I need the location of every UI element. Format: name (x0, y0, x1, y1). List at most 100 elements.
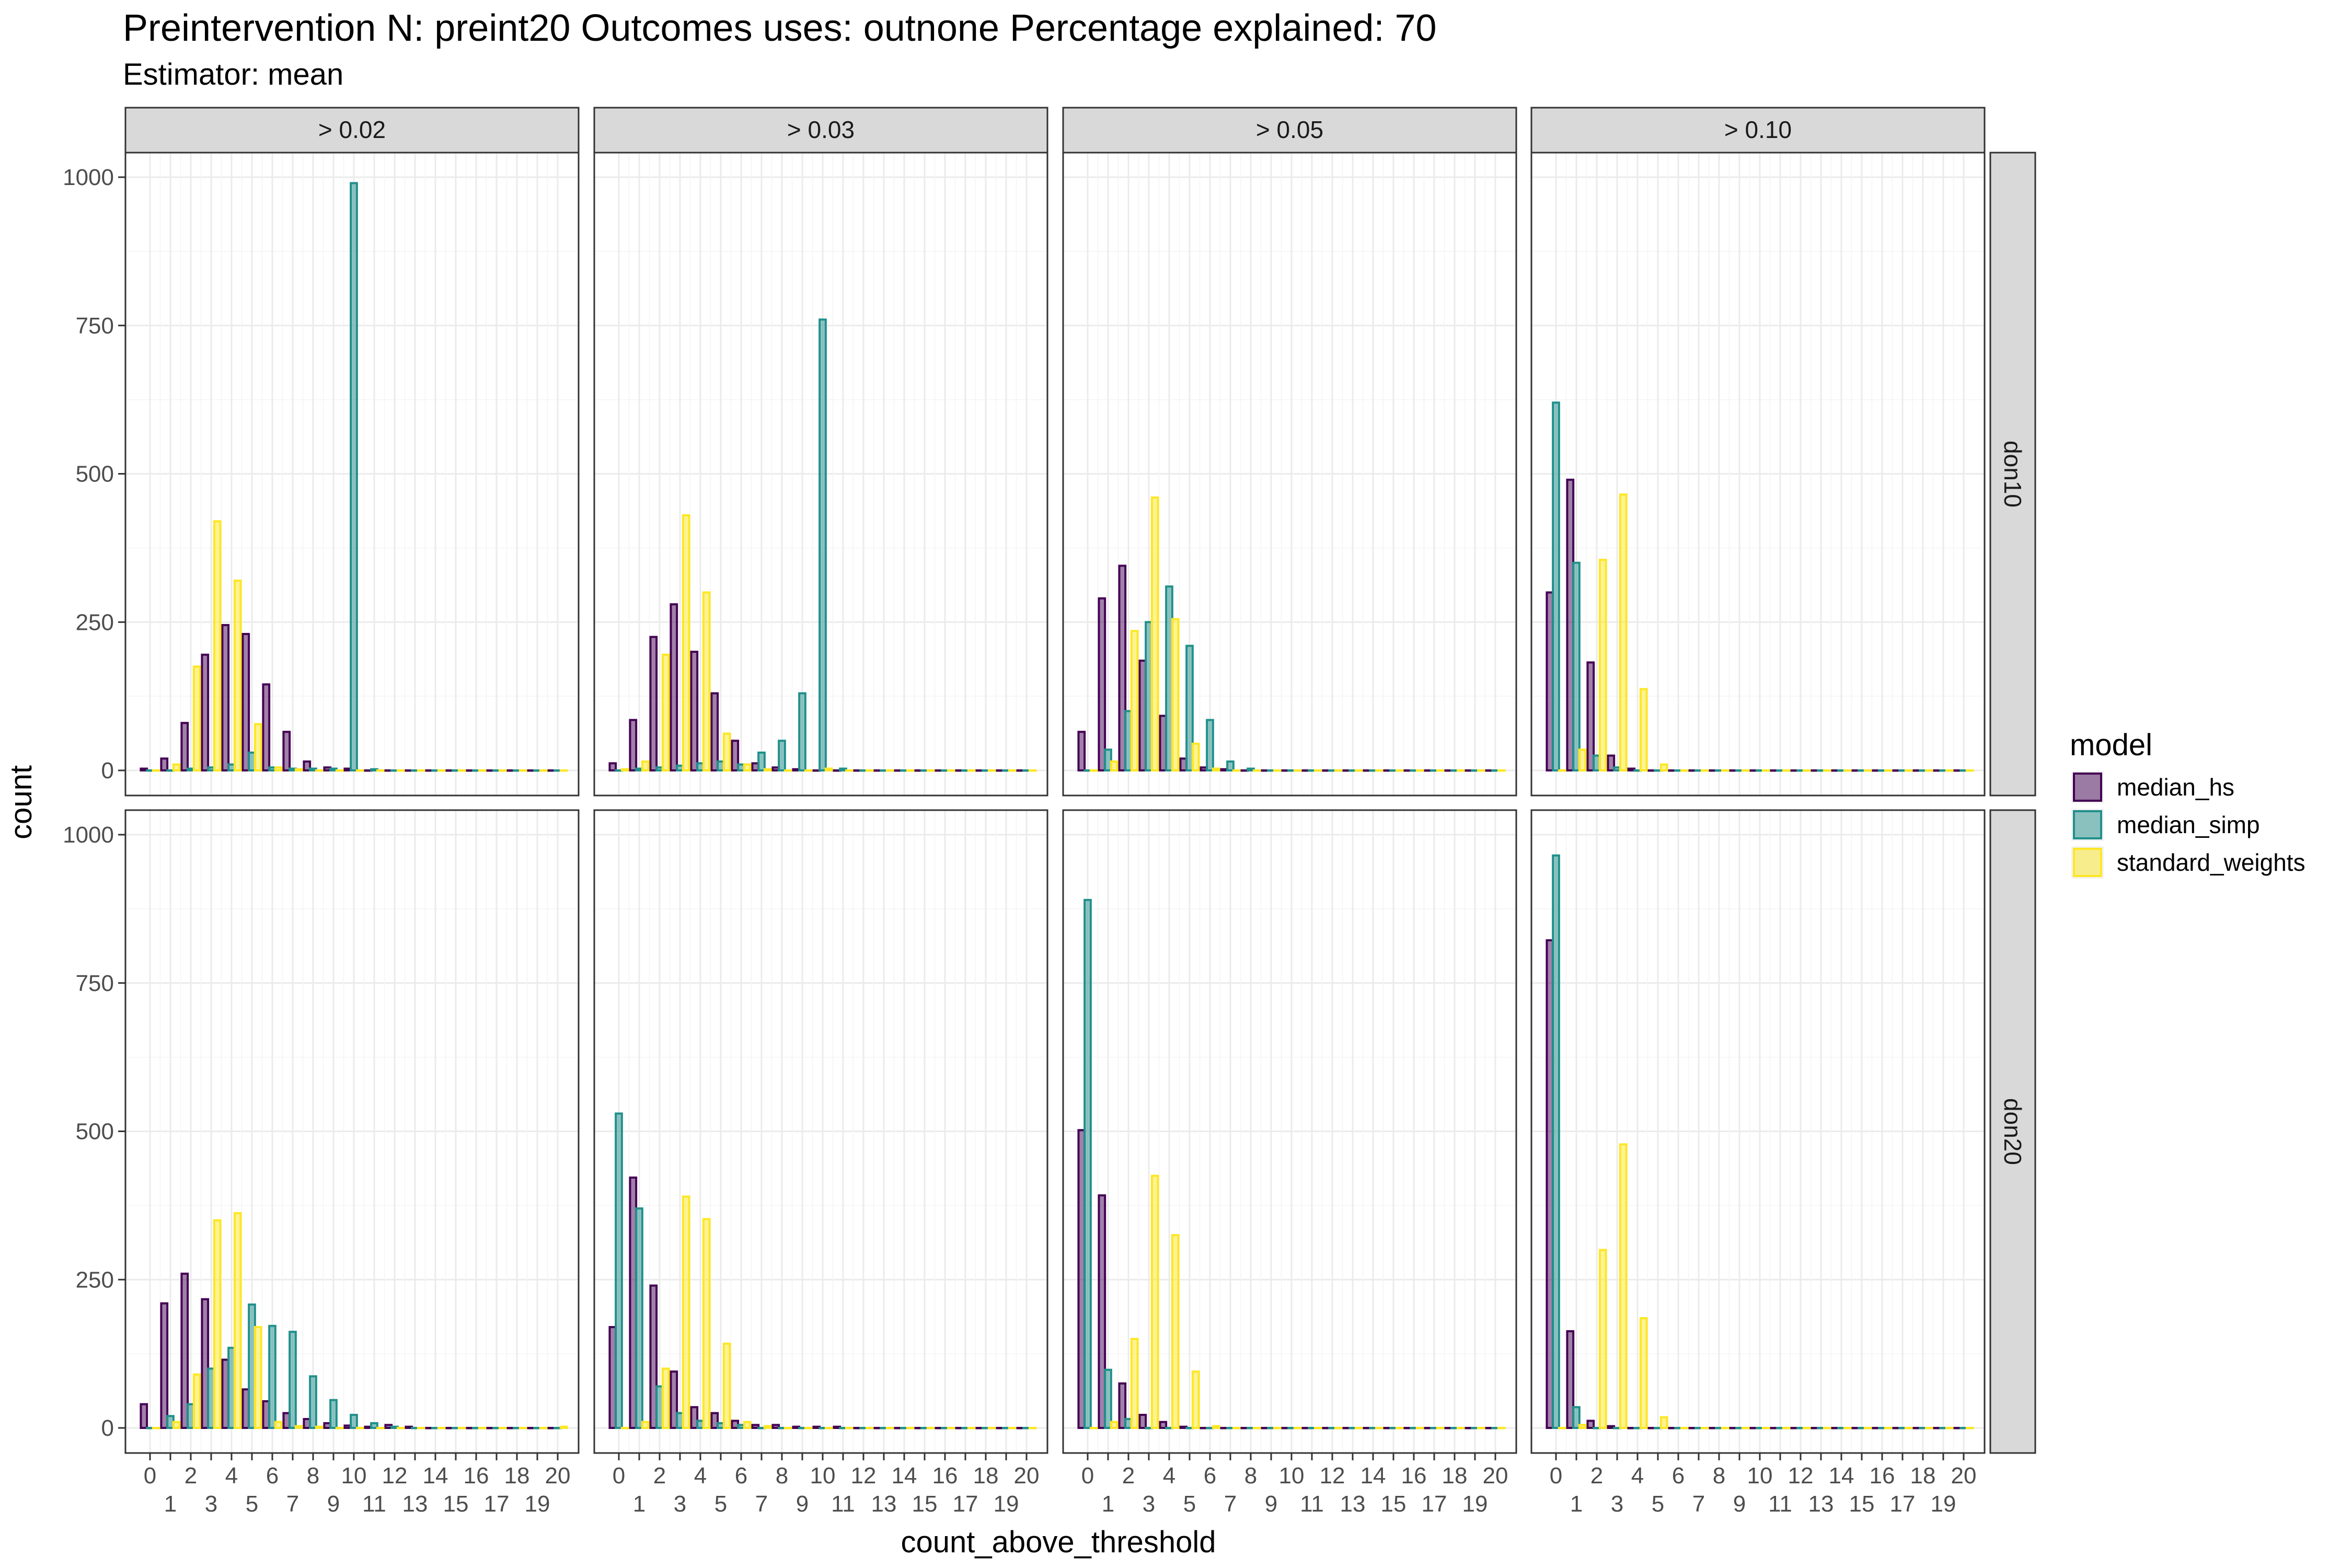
x-tick-label: 5 (246, 1491, 258, 1517)
y-tick-label: 250 (76, 609, 114, 635)
row-strip: don20 (1989, 809, 2036, 1454)
bar-standard_weights (192, 665, 201, 771)
chart-title: Preintervention N: preint20 Outcomes use… (123, 7, 1437, 49)
bar-standard_weights (253, 1326, 262, 1429)
bar-standard_weights (274, 766, 283, 771)
x-tick-label: 0 (144, 1463, 156, 1489)
bar-standard_weights (376, 769, 385, 772)
x-tick-label: 20 (1951, 1463, 1977, 1489)
x-tick-label: 13 (871, 1491, 897, 1517)
x-tick-label: 14 (423, 1463, 448, 1489)
facet-panel (593, 152, 1048, 797)
bar-standard_weights (926, 769, 935, 772)
bar-standard_weights (539, 769, 548, 772)
x-tick-label: 19 (1931, 1491, 1956, 1517)
bar-standard_weights (1130, 630, 1139, 772)
bar-standard_weights (152, 769, 160, 772)
x-tick-label: 4 (1163, 1463, 1175, 1489)
bar-standard_weights (1578, 1424, 1587, 1429)
x-tick-label: 17 (484, 1491, 510, 1517)
legend-key (2073, 810, 2102, 839)
x-tick-label: 8 (776, 1463, 788, 1489)
x-tick-label: 14 (892, 1463, 917, 1489)
y-tick-label: 250 (76, 1267, 114, 1293)
bar-standard_weights (743, 1421, 752, 1429)
bar-standard_weights (702, 591, 711, 771)
bar-standard_weights (1924, 769, 1933, 772)
legend-title: model (2070, 728, 2152, 762)
x-tick-label: 17 (1890, 1491, 1916, 1517)
facet-panel: 0 250 500 750 1000 (63, 152, 580, 797)
bar-standard_weights (396, 769, 405, 772)
bar-standard_weights (1884, 769, 1893, 772)
column-strip-label: > 0.03 (787, 116, 855, 143)
bar-median_simp (1206, 719, 1214, 772)
bar-standard_weights (1150, 1174, 1159, 1429)
bar-median_hs (1586, 661, 1595, 772)
bar-standard_weights (1252, 769, 1261, 772)
bar-standard_weights (253, 723, 262, 771)
bar-median_simp (1552, 401, 1560, 771)
legend-item: median_hs (2071, 771, 2234, 803)
legend: model median_hs median_simp standard_weigh… (2070, 728, 2305, 879)
bar-standard_weights (865, 769, 874, 772)
bar-standard_weights (783, 769, 792, 772)
bar-standard_weights (885, 769, 894, 772)
bar-median_simp (778, 740, 786, 771)
bar-standard_weights (1497, 769, 1506, 772)
x-tick-label: 9 (1265, 1491, 1277, 1517)
x-tick-label: 12 (382, 1463, 408, 1489)
bar-median_hs (629, 719, 638, 772)
x-tick-label: 9 (327, 1491, 340, 1517)
bar-standard_weights (437, 769, 446, 772)
bar-median_simp (1572, 1406, 1581, 1429)
bar-median_simp (757, 751, 766, 771)
x-tick-label: 2 (1122, 1463, 1135, 1489)
x-tick-label: 3 (205, 1491, 217, 1517)
x-tick-label: 12 (1320, 1463, 1345, 1489)
bar-standard_weights (1150, 496, 1159, 771)
x-tick-label: 16 (1401, 1463, 1427, 1489)
y-tick-label: 750 (76, 313, 114, 339)
x-tick-label: 15 (1849, 1491, 1875, 1517)
bar-median_hs (1566, 1330, 1575, 1429)
bar-standard_weights (763, 768, 772, 771)
bar-standard_weights (1558, 769, 1566, 772)
bar-standard_weights (1212, 767, 1220, 771)
facet-panel (1062, 152, 1517, 797)
x-tick-label: 19 (525, 1491, 550, 1517)
bar-median_simp (1185, 644, 1194, 772)
x-tick-label: 17 (1422, 1491, 1447, 1517)
x-tick-label: 5 (1183, 1491, 1196, 1517)
row-strip-label: don20 (1999, 1098, 2026, 1165)
bar-standard_weights (233, 579, 242, 772)
x-tick-label: 1 (164, 1491, 177, 1517)
bar-median_hs (670, 1370, 678, 1429)
legend-label: standard_weights (2117, 849, 2305, 876)
y-tick-label: 0 (101, 758, 114, 783)
bar-median_hs (1138, 1414, 1147, 1429)
bar-standard_weights (906, 769, 915, 772)
facet-panel (1530, 152, 1986, 797)
bar-median_hs (180, 722, 189, 771)
bar-median_hs (771, 1424, 780, 1429)
x-tick-label: 10 (810, 1463, 836, 1489)
bar-median_hs (160, 757, 169, 772)
x-tick-label: 6 (1672, 1463, 1685, 1489)
bar-standard_weights (722, 1342, 731, 1429)
x-tick-label: 8 (307, 1463, 319, 1489)
legend-item: median_simp (2071, 809, 2260, 841)
bar-standard_weights (498, 769, 507, 772)
bar-standard_weights (987, 769, 996, 772)
legend-key (2073, 848, 2102, 877)
x-tick-label: 7 (1692, 1491, 1705, 1517)
bar-median_hs (262, 683, 271, 772)
legend-label: median_simp (2117, 811, 2260, 838)
x-tick-label: 1 (1102, 1491, 1114, 1517)
column-strip-label: > 0.05 (1256, 116, 1323, 143)
x-tick-label: 11 (1768, 1491, 1792, 1517)
bar-standard_weights (1191, 1370, 1200, 1429)
bar-standard_weights (1375, 769, 1383, 772)
